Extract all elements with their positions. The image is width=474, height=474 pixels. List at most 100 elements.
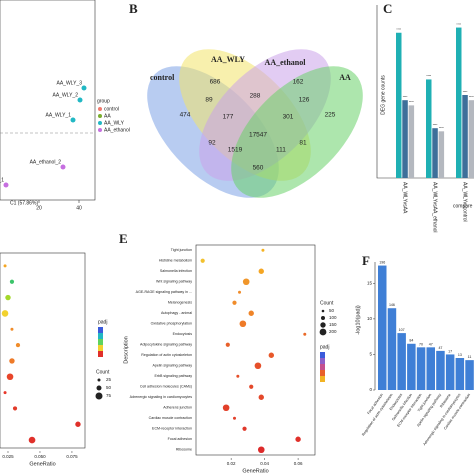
count-label: 13	[458, 353, 462, 357]
y-tick-label: Melanogenesis	[168, 301, 192, 305]
y-tick-label: Cell adhesion molecules (CAMs)	[140, 385, 192, 389]
bar	[416, 347, 426, 390]
dot	[222, 404, 230, 412]
venn-count: 225	[325, 112, 336, 119]
size-key	[95, 392, 103, 400]
x-tick-label: 0.025	[2, 454, 14, 459]
legend-label: AA	[104, 113, 111, 119]
dot	[239, 320, 247, 328]
count-label: 70	[419, 342, 423, 346]
bar	[462, 95, 468, 178]
legend-label: AA_WLY	[104, 120, 125, 126]
y-axis-label: Description	[123, 336, 129, 364]
x-tick-label: 0.04	[260, 461, 269, 466]
y-tick-label: Histidine metabolism	[159, 259, 192, 263]
venn-count: 686	[210, 79, 221, 86]
colorbar	[98, 333, 103, 339]
y-tick-label: 10	[367, 316, 373, 321]
venn-count: 177	[223, 114, 234, 121]
bar	[407, 343, 416, 390]
x-tick-label: 40	[76, 205, 82, 211]
x-axis-label: C1 (57.86%)	[10, 200, 38, 206]
bar	[468, 100, 474, 178]
colorbar-title: padj	[320, 344, 329, 350]
y-tick-label: Salmonella infection	[160, 269, 192, 273]
venn-count: 126	[299, 97, 310, 104]
size-label: 50	[329, 308, 335, 313]
size-key	[97, 378, 101, 382]
x-axis-label: GeneRatio	[242, 468, 268, 474]
venn-count: 301	[283, 114, 294, 121]
point-label: ethanol_1	[0, 177, 4, 183]
dot-right-frame	[195, 244, 316, 456]
x-tick-label: AA_WLYvsAA	[402, 182, 408, 214]
point	[70, 117, 76, 123]
size-key	[321, 316, 325, 320]
dot	[258, 268, 264, 274]
colorbar	[320, 352, 325, 358]
dot	[5, 294, 11, 301]
panel-label: F	[362, 253, 370, 268]
bar	[387, 308, 397, 390]
significance-label: ****	[439, 126, 445, 130]
significance-label: ****	[403, 95, 409, 99]
size-label: 75	[106, 393, 112, 398]
venn-set-label: control	[150, 73, 175, 82]
point	[77, 97, 83, 103]
significance-label: ****	[409, 100, 415, 104]
legend-label: AA_ethanol	[104, 127, 130, 133]
bar	[455, 358, 465, 390]
colorbar	[320, 376, 325, 382]
y-tick-label: Oxidative phosphorylation	[151, 322, 192, 326]
dot	[12, 406, 18, 411]
count-label: 196	[379, 261, 385, 265]
venn-count: 162	[293, 79, 304, 86]
x-tick-label: 0.075	[66, 454, 78, 459]
colorbar	[320, 364, 325, 370]
legend-swatch	[98, 128, 102, 132]
y-tick-label: Wnt signaling pathway	[156, 280, 192, 284]
significance-label: ****	[396, 28, 402, 32]
y-tick-label: Apelin signaling pathway	[152, 364, 192, 368]
dot	[232, 300, 237, 305]
y-tick-label: Cardiac muscle contraction	[149, 416, 192, 420]
dot	[303, 332, 307, 336]
legend-swatch	[98, 121, 102, 125]
point	[81, 85, 87, 91]
bar	[426, 79, 432, 178]
bar	[438, 131, 445, 178]
dot	[28, 436, 36, 444]
y-tick-label: 5	[369, 352, 372, 357]
colorbar	[320, 358, 325, 364]
dot	[242, 278, 250, 286]
size-key	[321, 309, 325, 313]
dot	[248, 310, 254, 316]
venn-count: 288	[250, 93, 261, 100]
colorbar	[98, 345, 103, 351]
count-label: 47	[438, 346, 442, 350]
colorbar	[98, 351, 103, 357]
bar	[426, 347, 435, 390]
y-tick-label: Autophagy - animal	[161, 311, 192, 315]
size-label: 200	[329, 329, 337, 334]
colorbar	[98, 339, 103, 345]
y-tick-label: Adipocytokine signaling pathway	[140, 343, 192, 347]
point-label: AA_WLY_2	[53, 92, 79, 98]
dot	[75, 421, 81, 427]
point-label: AA_WLY_1	[46, 112, 72, 118]
dot-left-frame	[0, 252, 86, 449]
significance-label: ****	[456, 22, 462, 26]
size-title: Count	[320, 300, 334, 306]
x-tick-label: 0.06	[294, 461, 303, 466]
dot	[9, 358, 15, 364]
venn-set-label: AA_ethanol	[265, 58, 307, 67]
count-label: 84	[409, 339, 413, 343]
size-label: 150	[329, 322, 337, 327]
count-label: 47	[429, 342, 433, 346]
dot	[6, 373, 14, 381]
bar	[445, 354, 455, 390]
bar	[402, 100, 408, 178]
y-axis-label: DEG gene counts	[380, 75, 386, 115]
dot	[295, 436, 301, 442]
size-label: 100	[329, 315, 337, 320]
